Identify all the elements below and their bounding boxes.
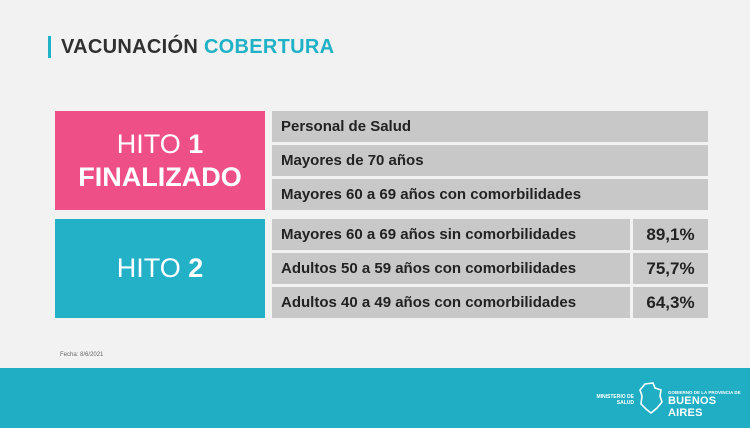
group-label: Mayores de 70 años (272, 145, 708, 176)
gobierno-small: GOBIERNO DE LA PROVINCIA DE (668, 390, 741, 395)
date-note: Fecha: 8/6/2021 (60, 352, 104, 358)
gobierno-big: BUENOS AIRES (668, 395, 717, 419)
table-row: Mayores de 70 años (272, 145, 708, 176)
gobierno-logo-text: GOBIERNO DE LA PROVINCIA DE BUENOS AIRES (668, 390, 750, 419)
table-row: Personal de Salud (272, 111, 708, 142)
province-map-icon (639, 382, 663, 414)
hito-2-rows: Mayores 60 a 69 años sin comorbilidades … (272, 219, 708, 318)
coverage-percent: 64,3% (633, 287, 708, 318)
group-label: Mayores 60 a 69 años con comorbilidades (272, 179, 708, 210)
group-label: Adultos 40 a 49 años con comorbilidades (272, 287, 630, 318)
hito-1-word: HITO (116, 128, 181, 159)
hito-1-rows: Personal de Salud Mayores de 70 años May… (272, 111, 708, 210)
table-row: Mayores 60 a 69 años sin comorbilidades … (272, 219, 708, 250)
hito-1-status: FINALIZADO (78, 161, 242, 192)
table-row: Adultos 40 a 49 años con comorbilidades … (272, 287, 708, 318)
coverage-percent: 75,7% (633, 253, 708, 284)
table-row: Adultos 50 a 59 años con comorbilidades … (272, 253, 708, 284)
page-header: VACUNACIÓN COBERTURA (48, 34, 334, 60)
title-accent-bar (48, 36, 51, 58)
hito-1-block: HITO 1 FINALIZADO Personal de Salud Mayo… (55, 111, 708, 210)
ministerio-label: MINISTERIO DE SALUD (596, 394, 634, 406)
hito-2-block: HITO 2 Mayores 60 a 69 años sin comorbil… (55, 219, 708, 318)
title-main: VACUNACIÓN (61, 35, 199, 58)
hito-2-word: HITO (116, 253, 181, 283)
hito-1-label: HITO 1 FINALIZADO (55, 111, 265, 210)
group-label: Personal de Salud (272, 111, 708, 142)
coverage-percent: 89,1% (633, 219, 708, 250)
group-label: Mayores 60 a 69 años sin comorbilidades (272, 219, 630, 250)
hito-2-label: HITO 2 (55, 219, 265, 318)
footer-bar: MINISTERIO DE SALUD GOBIERNO DE LA PROVI… (0, 368, 750, 428)
table-row: Mayores 60 a 69 años con comorbilidades (272, 179, 708, 210)
hito-1-number: 1 (188, 128, 204, 159)
title-highlight: COBERTURA (203, 35, 335, 58)
hito-2-number: 2 (188, 253, 204, 283)
page-title: VACUNACIÓN COBERTURA (61, 36, 334, 59)
group-label: Adultos 50 a 59 años con comorbilidades (272, 253, 630, 284)
